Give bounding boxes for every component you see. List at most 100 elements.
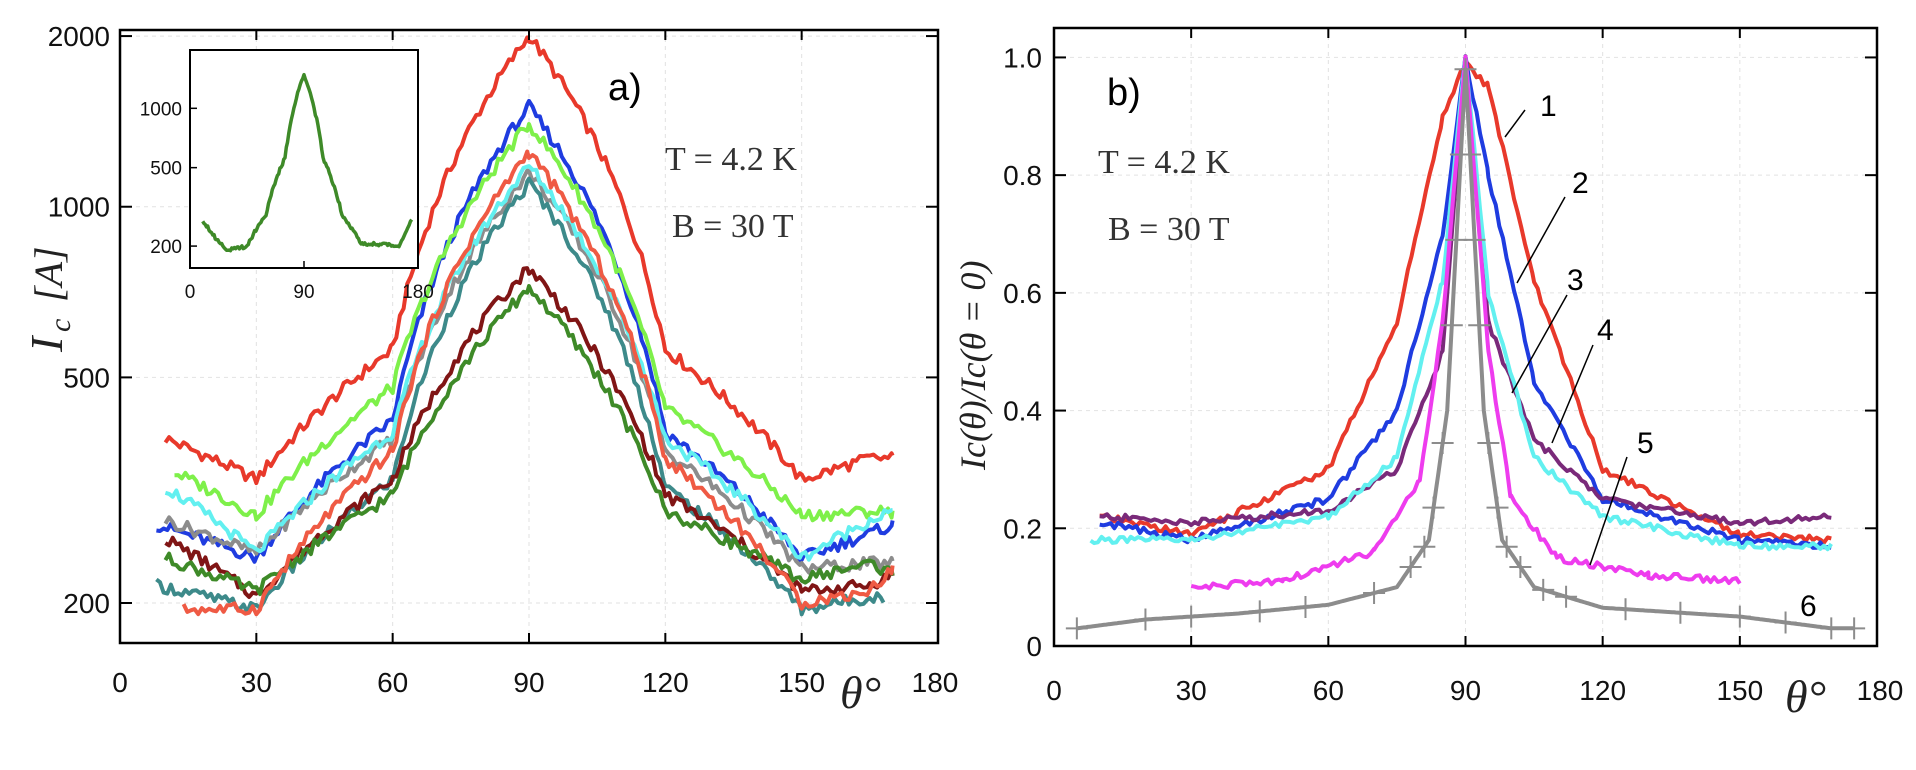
panel-b-series-6-marker: [1486, 496, 1509, 519]
panel-a-ytick-label: 500: [63, 362, 110, 393]
panel-b-xtick-label: 180: [1857, 675, 1904, 706]
panel-b-xtick-label: 120: [1579, 675, 1626, 706]
inset-ytick-label: 500: [150, 159, 182, 180]
panel-b-x-axis-label: θ°: [1785, 671, 1826, 722]
inset-series: [201, 72, 414, 253]
panel-b-series-6-marker: [1459, 143, 1482, 166]
panel-a-ytick-label: 2000: [48, 21, 110, 52]
panel-b-series-6-marker: [1463, 228, 1486, 251]
curve-label-2: 2: [1572, 167, 1589, 200]
panel-b-annotation-temperature: T = 4.2 K: [1098, 144, 1230, 181]
panel-a-xtick-label: 120: [642, 667, 689, 698]
panel-b-series-6-marker: [1065, 617, 1088, 640]
panel-b-series-6-marker: [1468, 314, 1491, 337]
panel-b-series-6-marker: [1477, 431, 1500, 454]
panel-b-ytick-label: 0.2: [1003, 513, 1042, 544]
panel-a-ylabel-symbol: I: [21, 334, 72, 353]
panel-a-label: a): [608, 67, 642, 109]
curve-label-5: 5: [1637, 427, 1654, 460]
panel-b-series-6-marker: [1843, 617, 1866, 640]
panel-b-series-6-marker: [1495, 535, 1518, 558]
curve-label-4: 4: [1597, 314, 1614, 347]
curve-label-3: 3: [1567, 264, 1584, 297]
panel-b-series-6-marker: [1180, 605, 1203, 628]
panel-a-series-salmon: [181, 149, 895, 617]
panel-b-annotation-field: B = 30 T: [1108, 211, 1230, 248]
panel-b-series-6-marker: [1820, 617, 1843, 640]
panel-a-series-red: [163, 35, 895, 486]
panel-a-ylabel-subscript: c: [44, 319, 77, 332]
panel-a-ytick-label: 1000: [48, 192, 110, 223]
curve-label-4-leader: [1551, 344, 1594, 444]
panel-b-label: b): [1107, 72, 1141, 114]
panel-b-series-6-marker: [1248, 600, 1271, 623]
panel-b-y-axis-label: Ic(θ)/Ic(θ = 0): [953, 260, 993, 471]
panel-b-series-6-marker: [1440, 314, 1463, 337]
panel-b-series-6-marker: [1555, 585, 1578, 608]
panel-b-series-6-marker: [1728, 605, 1751, 628]
inset-ticks: 0 90 180 200 500 1000: [140, 99, 434, 303]
panel-a-xtick-label: 180: [912, 667, 959, 698]
panel-b-series-6-marker: [1614, 598, 1637, 621]
inset-ytick-label: 1000: [140, 99, 182, 120]
panel-b-xtick-label: 90: [1450, 675, 1481, 706]
panel-a-xtick-label: 0: [112, 667, 128, 698]
inset-xtick-label: 180: [402, 282, 434, 303]
panel-b-series-6-marker: [1422, 496, 1445, 519]
panel-a-series-teal: [155, 176, 886, 617]
panel-a-inset: 0 90 180 200 500 1000: [140, 49, 434, 303]
panel-a-series-light-green: [174, 122, 895, 523]
panel-b-ytick-label: 0.8: [1003, 160, 1042, 191]
inset-xtick-label: 90: [293, 282, 314, 303]
panel-a-annotation-field: B = 30 T: [672, 208, 794, 245]
panel-a-series-cyan: [164, 164, 894, 562]
curve-label-1: 1: [1540, 90, 1557, 123]
curve-label-5-leader: [1589, 456, 1628, 566]
panel-b-series-6-marker: [1431, 431, 1454, 454]
panel-b-grid: [1054, 28, 1877, 646]
panel-b-series: [1065, 54, 1866, 640]
panel-b-ytick-label: 0: [1026, 631, 1042, 662]
panel-a-annotation-temperature: T = 4.2 K: [665, 141, 797, 178]
panel-b-series-6-marker: [1669, 601, 1692, 624]
panel-b-series-6-marker: [1509, 555, 1532, 578]
panel-b-ytick-label: 0.6: [1003, 278, 1042, 309]
panel-b-xtick-label: 150: [1716, 675, 1763, 706]
panel-b-series-6-marker: [1294, 596, 1317, 619]
panel-a-xtick-label: 150: [778, 667, 825, 698]
panel-b-ytick-label: 0.4: [1003, 396, 1042, 427]
panel-a-xtick-label: 60: [377, 667, 408, 698]
panel-a-xtick-label: 90: [513, 667, 544, 698]
panel-a-xtick-label: 30: [241, 667, 272, 698]
panel-a-x-axis-label: θ°: [840, 667, 881, 718]
curve-label-1-leader: [1504, 109, 1526, 138]
panel-b-series-6-marker: [1399, 555, 1422, 578]
inset-xtick-label: 0: [185, 282, 196, 303]
panel-b-ytick-label: 1.0: [1003, 42, 1042, 73]
curve-label-6: 6: [1800, 590, 1817, 623]
panel-b-series-6-marker: [1532, 578, 1555, 601]
inset-ytick-label: 200: [150, 237, 182, 258]
curve-label-2-leader: [1516, 196, 1566, 284]
inset-series-inset-green: [201, 72, 414, 253]
panel-b-series-6-marker: [1774, 611, 1797, 634]
panel-b-series-6-marker: [1134, 608, 1157, 631]
panel-a-ytick-label: 200: [63, 588, 110, 619]
panel-b: 0 30 60 90 120 150 180 0 0.2 0.4 0.6 0.8 1.0 b) T = …: [953, 26, 1903, 722]
panel-b-xtick-label: 60: [1313, 675, 1344, 706]
curve-label-3-leader: [1511, 294, 1568, 394]
panel-b-frame: [1052, 26, 1879, 648]
curve-labels: 1 2 3 4 5 6: [1504, 90, 1817, 623]
inset-background: [190, 50, 418, 268]
panel-a-series: [155, 35, 895, 617]
panel-b-xtick-label: 0: [1046, 675, 1062, 706]
panel-b-series-6-marker: [1454, 58, 1477, 81]
panel-b-series-6-marker: [1363, 582, 1386, 605]
panel-b-xtick-label: 30: [1176, 675, 1207, 706]
panel-a-y-axis-label: I c [A]: [21, 246, 77, 353]
panel-a-ylabel-unit: [A]: [26, 246, 71, 302]
panel-b-ticks: 0 30 60 90 120 150 180 0 0.2 0.4 0.6 0.8 1.0: [1003, 28, 1903, 706]
